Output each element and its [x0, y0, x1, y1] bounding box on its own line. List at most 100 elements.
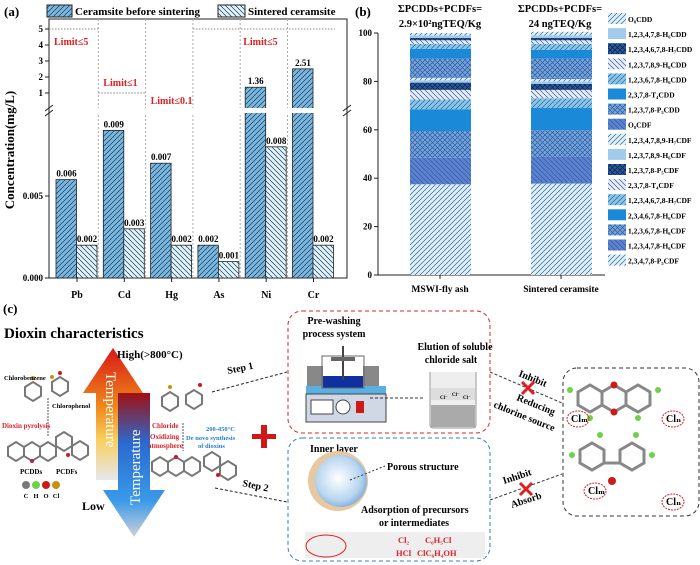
- bar-value-label: 0.003: [124, 218, 145, 228]
- legend-swatch: [608, 118, 626, 130]
- stacked-segment: [410, 131, 471, 158]
- high-temperature-label: High(>800°C): [117, 349, 183, 361]
- pcdds-label: PCDDs: [20, 468, 42, 476]
- stacked-segment: [410, 33, 471, 36]
- pre-washing-label-2: process system: [303, 329, 367, 340]
- bar-value-label: 0.009: [104, 119, 125, 129]
- oxidizing-label-2: atmosphere: [148, 442, 183, 450]
- total-label-1-line1: ΣPCDDs+PCDFs=: [398, 4, 482, 15]
- inner-layer-label: Inner layer: [310, 444, 358, 455]
- stacked-segment: [531, 37, 592, 41]
- stacked-segment: [531, 156, 592, 184]
- plus-icon: [252, 425, 276, 448]
- y-ticks-b: 0 20 40 60 80 100: [359, 28, 378, 280]
- cl-m-label: Clₘ: [588, 486, 605, 497]
- legend-label: 2,3,4,7,8-P₅CDF: [628, 257, 679, 266]
- stacked-segment: [410, 82, 471, 90]
- y-ticks-a: 0.000 0.005 1 2 3 4 5: [23, 24, 49, 283]
- pcdd-structure: [567, 381, 661, 421]
- bar-before-sintering: [55, 179, 77, 279]
- legend-label: 2,3,4,6,7,8-H₆CDF: [628, 211, 686, 220]
- stacked-segment: [410, 35, 471, 38]
- limit-label: Limit≤5: [54, 37, 88, 48]
- cl-n-label: Clₙ: [666, 497, 681, 508]
- low-temperature-label: Low: [82, 499, 105, 513]
- y-tick-label: 5: [39, 24, 44, 34]
- legend-swatch: [608, 103, 626, 115]
- atom-key: C H O Cl: [22, 481, 60, 500]
- bar-value-label: 0.002: [198, 234, 219, 244]
- cl-n-ellipse: [661, 410, 685, 428]
- x-tick-label: As: [213, 290, 224, 301]
- legend-swatch: [608, 88, 626, 100]
- stacked-segment: [410, 109, 471, 132]
- chemical-clc6h4oh: ClC₆H₄OH: [417, 548, 457, 558]
- dioxin-structure-box: [562, 367, 700, 517]
- stacked-bars-b: [410, 31, 592, 275]
- stacked-segment: [410, 43, 471, 49]
- stacked-segment: [410, 157, 471, 185]
- beaker-icon: Cl⁻ Cl⁻ Cl⁻: [429, 372, 477, 429]
- cl-m-ellipse: [583, 482, 607, 500]
- atom-o: O: [43, 493, 48, 500]
- bar-sintered: [123, 228, 145, 279]
- legend-label: 1,2,3,6,7,8-H₆CDF: [628, 226, 686, 235]
- de-novo-label-2: of dioxins: [198, 443, 225, 450]
- y-tick-label: 2: [39, 72, 44, 82]
- pcdf-structure: [569, 432, 655, 485]
- stacked-segment: [410, 184, 471, 275]
- porous-structure-label: Porous structure: [387, 462, 459, 473]
- inhibit-label-1: Inhibit: [517, 369, 549, 390]
- axis-break-marks: [44, 104, 352, 117]
- chloride-ion-label: Cl⁻: [463, 396, 471, 401]
- stacked-segment: [410, 58, 471, 77]
- x-tick-label: MSWI-fly ash: [411, 285, 469, 295]
- legend-swatch: [608, 43, 626, 55]
- legend-label: 1,2,3,4,7,8-H₆CDF: [628, 242, 686, 251]
- stacked-segment: [531, 130, 592, 157]
- chlorophenol-label: Chlorophenol: [52, 403, 90, 410]
- panel-b: (b) ΣPCDDs+PCDFs= 2.9×10²ngTEQ/Kg ΣPCDDs…: [355, 4, 693, 295]
- bar-sintered: [170, 244, 193, 279]
- bar-sintered: [217, 261, 240, 279]
- bar-before-sintering: [292, 68, 314, 279]
- bar-value-label: 0.008: [266, 136, 287, 146]
- panel-label-c: (c): [3, 301, 17, 316]
- total-label-2-line2: 24 ngTEQ/Kg: [529, 19, 592, 30]
- legend-swatch: [608, 194, 626, 206]
- stacked-segment: [531, 108, 592, 131]
- axis-break-gap: [50, 108, 346, 113]
- stacked-segment: [410, 99, 471, 110]
- legend-swatch: [608, 133, 626, 145]
- x-tick-label: Cr: [308, 290, 320, 301]
- bar-sintered: [265, 146, 287, 279]
- chloride-ion-label: Cl⁻: [452, 393, 460, 398]
- panel-label-a: (a): [4, 4, 19, 19]
- legend-swatch-before: [46, 4, 73, 18]
- legend-swatch-sintered: [217, 4, 246, 18]
- legend-swatch: [608, 28, 626, 40]
- bar-before-sintering: [102, 129, 125, 279]
- stacked-segment: [410, 76, 471, 78]
- step-2-label: Step 2: [241, 478, 269, 494]
- bar-value-label: 0.001: [219, 251, 240, 261]
- dioxin-products-molecules: [151, 450, 237, 482]
- y-tick-label: 60: [363, 125, 373, 135]
- bar-value-label: 0.002: [171, 234, 192, 244]
- step-1-label: Step 1: [226, 361, 254, 377]
- cl-m-ellipse: [566, 410, 590, 428]
- precursor-molecules: [161, 383, 203, 413]
- y-tick-label: 100: [359, 28, 373, 38]
- stacked-segment: [531, 77, 592, 79]
- bar-before-sintering: [244, 86, 267, 279]
- total-label-1-line2: 2.9×10²ngTEQ/Kg: [399, 19, 482, 30]
- legend-label: 2,3,7,8-T₄CDF: [628, 181, 674, 190]
- chemical-c6h5cl: C₆H₅Cl: [425, 535, 452, 545]
- legend-label-before: Ceramsite before sintering: [75, 6, 201, 18]
- legend-swatch: [608, 58, 626, 70]
- bar-value-label: 0.006: [56, 169, 77, 179]
- absorb-label: Absorb: [510, 490, 544, 510]
- y-axis-label-a: Concentration(mg/L): [2, 91, 17, 209]
- adsorbed-molecules-ellipse: [305, 534, 347, 558]
